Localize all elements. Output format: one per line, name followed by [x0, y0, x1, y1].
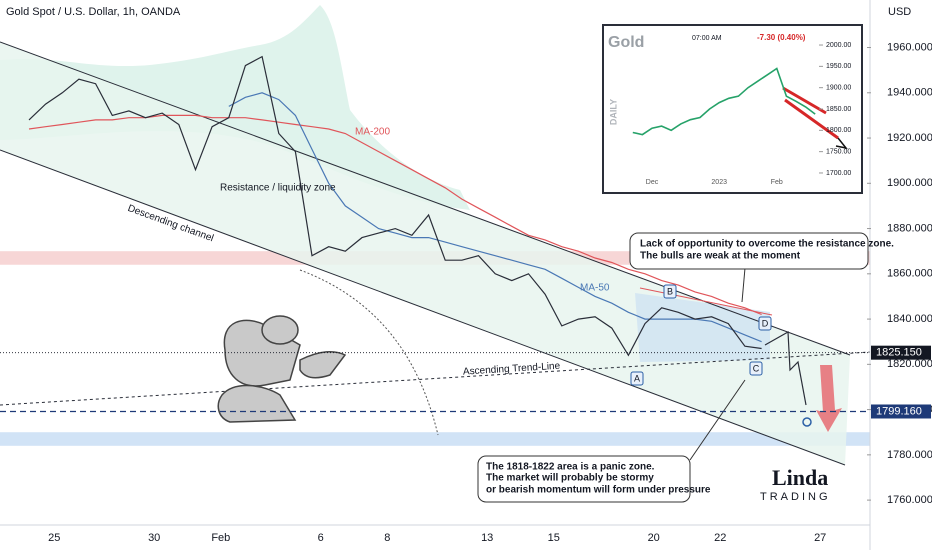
- ma-line: [28, 114, 762, 316]
- y-tick-label: 1920.000: [887, 132, 932, 144]
- x-tick-label: 2023: [711, 179, 727, 186]
- y-tick-label: 2000.00: [826, 42, 851, 49]
- y-tick-label: 1780.000: [887, 449, 932, 461]
- y-tick-label: 1820.000: [887, 358, 932, 370]
- x-tick-label: Feb: [211, 532, 230, 544]
- level-tag: [871, 404, 931, 419]
- ma-line: [228, 92, 762, 343]
- x-tick-label: 22: [714, 532, 726, 544]
- y-tick-label: 1850.00: [826, 106, 851, 113]
- point-label: D: [758, 316, 772, 331]
- triangle-upper: [639, 287, 773, 316]
- point-label: B: [663, 284, 677, 299]
- chart-title: Gold Spot / U.S. Dollar, 1h, OANDA: [6, 6, 181, 18]
- inset-arrows: [782, 86, 839, 140]
- y-tick-label: 1860.000: [887, 268, 932, 280]
- x-tick-label: 20: [648, 532, 660, 544]
- x-tick-label: Dec: [646, 179, 659, 186]
- callout: The 1818-1822 area is a panic zone. The …: [477, 379, 746, 503]
- x-tick-label: 30: [148, 532, 160, 544]
- series-label: MA-200: [355, 127, 390, 138]
- series-label: MA-50: [580, 283, 610, 294]
- callout-text: The 1818-1822 area is a panic zone.: [486, 462, 655, 473]
- y-tick-label: 1800.00: [826, 127, 851, 134]
- y-tick-label: 1940.000: [887, 87, 932, 99]
- inset-time: 07:00 AM: [692, 35, 722, 42]
- shade: [0, 5, 470, 210]
- callout: Lack of opportunity to overcome the resi…: [629, 232, 894, 303]
- annotation: Resistance / liquidity zone: [220, 183, 336, 194]
- cartoon: [217, 315, 347, 423]
- x-tick-label: 25: [48, 532, 60, 544]
- logo-tagline: TRADING: [760, 491, 831, 503]
- down-arrow: [816, 365, 842, 432]
- y-tick-label: 1960.000: [887, 41, 932, 53]
- logo: Linda TRADING: [760, 465, 831, 503]
- y-tick-label: 1700.00: [826, 170, 851, 177]
- y-tick-label: 1750.00: [826, 148, 851, 155]
- inset-side-label: DAILY: [608, 99, 618, 125]
- y-tick-label: 1760.000: [887, 494, 932, 506]
- level-label: 1799.160: [876, 405, 922, 417]
- trend-line: [0, 351, 871, 406]
- inset-arrowhead: [835, 137, 848, 150]
- x-tick-label: 15: [548, 532, 560, 544]
- logo-name: Linda: [772, 465, 828, 490]
- inset-change: -7.30 (0.40%): [757, 33, 806, 42]
- y-tick-label: 1900.000: [887, 177, 932, 189]
- point-text: A: [634, 373, 640, 383]
- point-label: A: [630, 371, 644, 386]
- zone: [0, 432, 870, 446]
- point-label: C: [749, 361, 763, 376]
- y-tick-label: 1840.000: [887, 313, 932, 325]
- channel-upper: [0, 41, 851, 356]
- callout-text: Lack of opportunity to overcome the resi…: [640, 239, 894, 250]
- x-tick-label: 6: [318, 532, 324, 544]
- x-tick-label: 13: [481, 532, 493, 544]
- x-tick-label: 27: [814, 532, 826, 544]
- point-text: D: [762, 318, 769, 328]
- point-text: B: [667, 286, 673, 296]
- point-text: C: [753, 363, 760, 373]
- y-tick-label: 1950.00: [826, 63, 851, 70]
- inset-title: Gold: [608, 34, 644, 51]
- x-tick-label: 8: [384, 532, 390, 544]
- y-unit: USD: [888, 6, 911, 18]
- channel-fill: [0, 42, 850, 465]
- price-line: [28, 55, 762, 357]
- dotted-path: [299, 269, 439, 436]
- y-tick-label: 1880.000: [887, 222, 932, 234]
- level-tag: [871, 345, 931, 360]
- price-line: [632, 67, 816, 136]
- level-label: 1825.150: [876, 347, 922, 359]
- callout-text: The market will probably be stormy: [486, 473, 654, 484]
- forecast-path: [764, 331, 807, 406]
- x-tick-label: Feb: [771, 179, 783, 186]
- callout-text: or bearish momentum will form under pres…: [486, 485, 711, 496]
- callout-text: The bulls are weak at the moment: [640, 251, 801, 262]
- channel-lower: [0, 149, 846, 466]
- y-tick-label: 1900.00: [826, 85, 851, 92]
- inset: Gold 07:00 AM -7.30 (0.40%) DAILY: [602, 24, 863, 194]
- target-marker: [802, 417, 812, 427]
